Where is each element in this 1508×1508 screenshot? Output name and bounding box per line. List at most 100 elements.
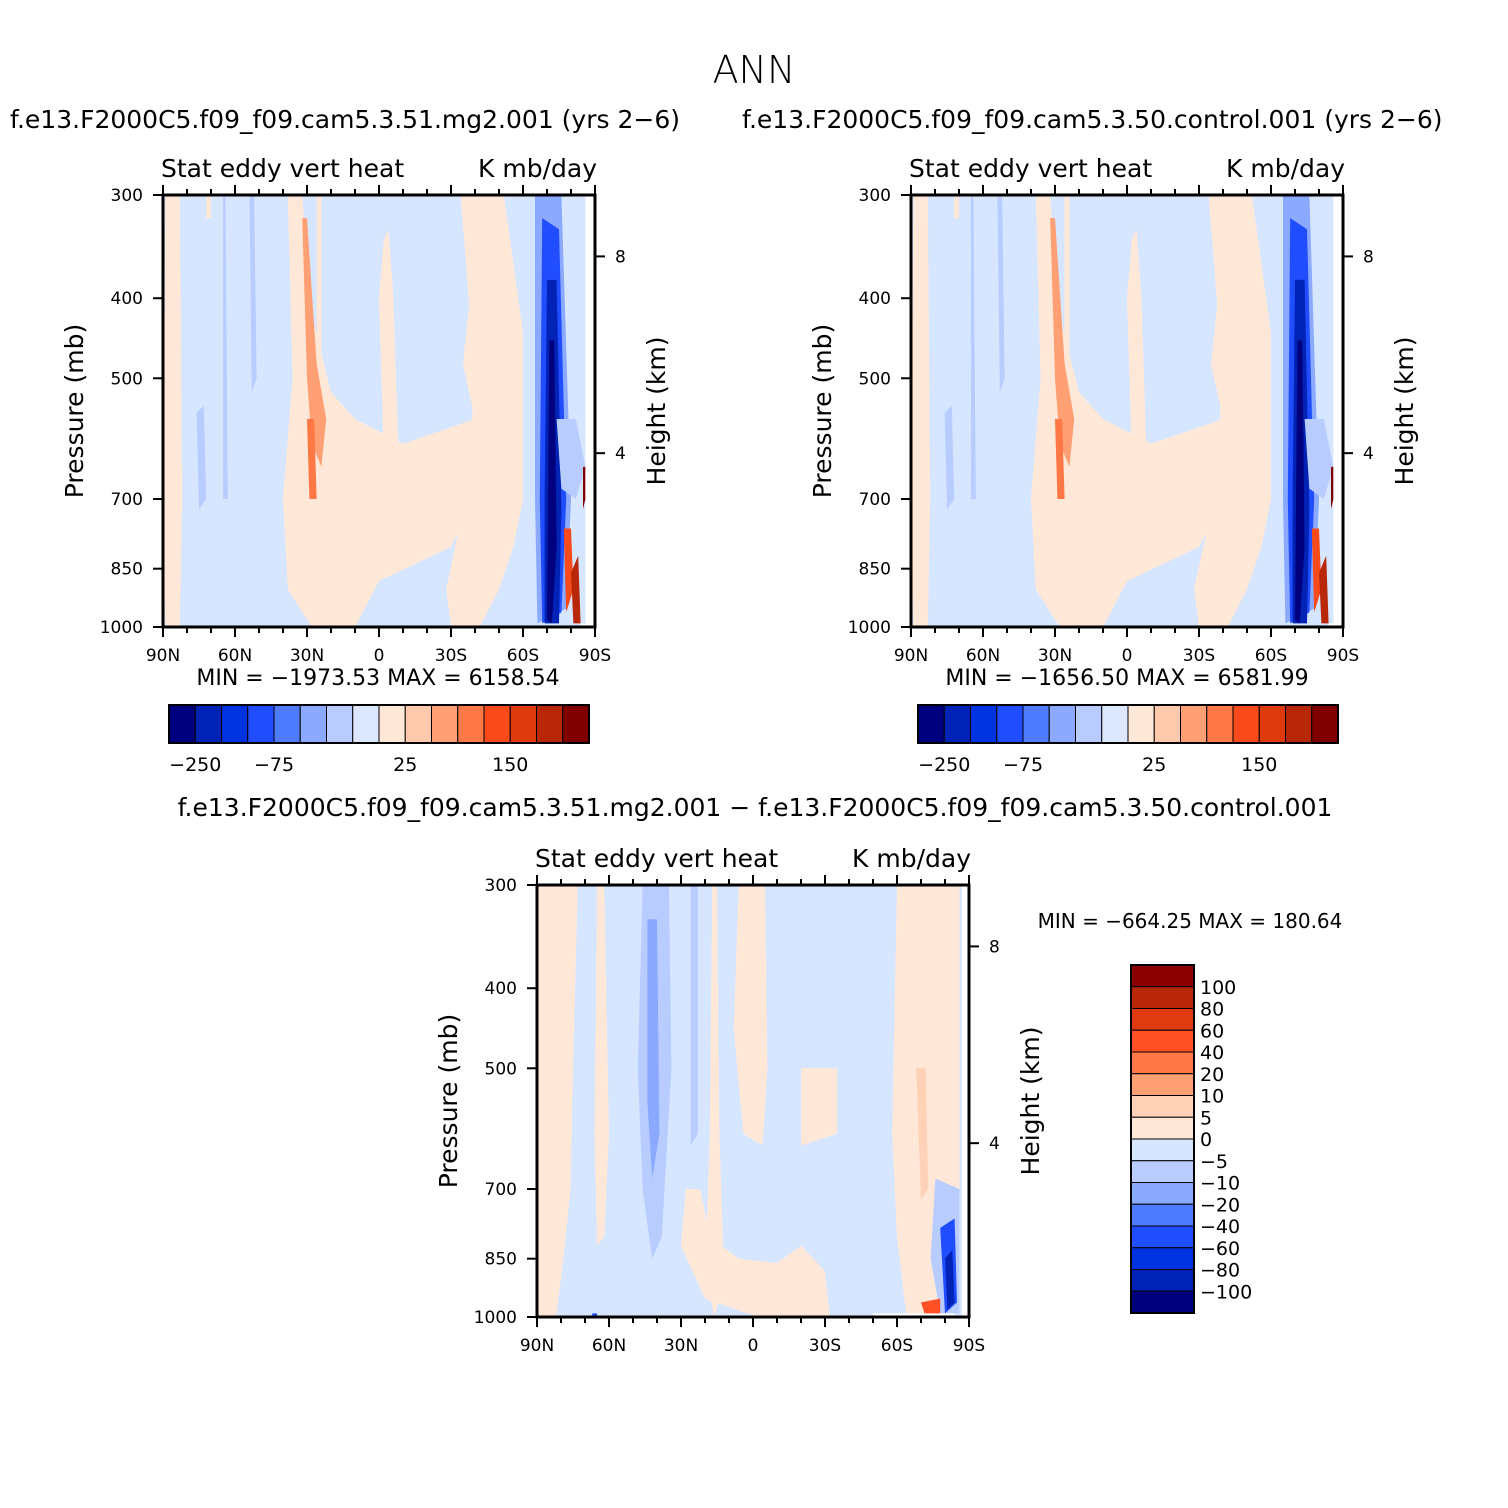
colorbar-swatch <box>431 704 459 744</box>
colorbar-swatch <box>1130 986 1195 1009</box>
colorbar-tick-label: 60 <box>1200 1020 1224 1042</box>
y-tick-label: 400 <box>485 979 517 999</box>
contour-neg <box>997 195 1005 393</box>
page-title: ANN <box>712 48 796 92</box>
colorbar-tick-label: −5 <box>1200 1151 1228 1173</box>
y-axis-label-right: Height (km) <box>1390 337 1419 486</box>
y-tick-label: 500 <box>111 369 143 389</box>
x-tick-label: 0 <box>374 646 385 666</box>
contour-pos <box>283 195 499 627</box>
colorbar-tick-label: 10 <box>1200 1086 1224 1108</box>
colorbar-tick-label: −60 <box>1200 1238 1240 1260</box>
colorbar-swatch <box>168 704 196 744</box>
chart-panel-mg2: f.e13.F2000C5.f09_f09.cam5.3.51.mg2.001 … <box>10 105 680 776</box>
y-tick-label: 500 <box>485 1059 517 1079</box>
colorbar-swatch <box>457 704 485 744</box>
y-tick-label: 850 <box>485 1250 517 1270</box>
contour-strong-neg <box>547 340 557 624</box>
right-tick-label: 8 <box>989 937 1000 957</box>
colorbar-swatch <box>1127 704 1155 744</box>
y-tick-label: 300 <box>111 186 143 206</box>
colorbar-swatch <box>509 704 537 744</box>
colorbar-swatch <box>1130 1182 1195 1205</box>
y-axis-label: Pressure (mb) <box>60 324 89 498</box>
contour-strong-pos <box>571 555 581 624</box>
colorbar-tick-label: −40 <box>1200 1216 1240 1238</box>
colorbar-swatch <box>1285 704 1313 744</box>
colorbar-swatch <box>1130 1160 1195 1183</box>
x-tick-label: 60N <box>218 646 252 666</box>
colorbar-swatch <box>273 704 301 744</box>
colorbar-swatch <box>1130 1116 1195 1140</box>
contour-pos <box>1127 229 1147 456</box>
contour-strong-neg <box>945 1250 955 1310</box>
contour-strong-pos <box>307 418 317 500</box>
y-tick-label: 700 <box>485 1180 517 1200</box>
chart-variable-label: Stat eddy vert heat <box>535 844 778 873</box>
y-axis-label: Pressure (mb) <box>808 324 837 498</box>
colorbar-tick-label: −75 <box>254 754 294 776</box>
colorbar-swatch <box>943 704 971 744</box>
colorbar-frame <box>168 704 590 744</box>
contour-neg <box>196 405 207 510</box>
x-tick-label: 60S <box>1255 646 1287 666</box>
colorbar-tick-label: −10 <box>1200 1173 1240 1195</box>
colorbar-swatch <box>1048 704 1076 744</box>
field-layer <box>163 195 595 627</box>
colorbar-swatch <box>247 704 275 744</box>
y-tick-label: 300 <box>859 186 891 206</box>
colorbar-swatch <box>1130 1073 1195 1096</box>
contour-pos <box>705 885 725 1317</box>
colorbar-swatch <box>1101 704 1129 744</box>
chart-panel-control: f.e13.F2000C5.f09_f09.cam5.3.50.control.… <box>742 105 1443 776</box>
colorbar-tick-label: 0 <box>1200 1129 1212 1151</box>
colorbar-tick-label: −80 <box>1200 1260 1240 1282</box>
contour-neg <box>690 885 698 1146</box>
contour-pos <box>594 885 609 1246</box>
chart-variable-label: Stat eddy vert heat <box>909 154 1152 183</box>
x-tick-label: 30N <box>664 1336 698 1356</box>
colorbar-swatch <box>221 704 249 744</box>
contour-pos <box>954 195 959 219</box>
colorbar-swatch <box>1130 1095 1195 1118</box>
min-max-label: MIN = −1656.50 MAX = 6581.99 <box>945 666 1308 691</box>
colorbar-tick-label: 80 <box>1200 999 1224 1021</box>
contour-pos <box>801 1068 837 1146</box>
colorbar-tick-label: 20 <box>1200 1064 1224 1086</box>
colorbar-swatch <box>1130 1008 1195 1031</box>
colorbar-swatch <box>1130 1269 1195 1292</box>
colorbar-tick-label: −100 <box>1200 1281 1252 1303</box>
missing-data <box>1328 623 1343 627</box>
contour-pos <box>911 195 931 627</box>
chart-case-title: f.e13.F2000C5.f09_f09.cam5.3.50.control.… <box>742 105 1443 134</box>
y-tick-label: 700 <box>111 490 143 510</box>
y-tick-label: 850 <box>859 560 891 580</box>
colorbar-tick-label: 150 <box>1241 754 1277 776</box>
contour-strong-pos <box>921 1298 941 1317</box>
right-tick-label: 4 <box>615 444 626 464</box>
contour-strong-neg <box>1295 340 1305 624</box>
colorbar-tick-label: 25 <box>1142 754 1166 776</box>
contour-pos <box>163 195 183 627</box>
colorbar-swatch <box>1130 1138 1195 1162</box>
colorbar-swatch <box>1206 704 1234 744</box>
x-tick-label: 0 <box>1122 646 1133 666</box>
y-tick-label: 400 <box>859 289 891 309</box>
chart-units-label: K mb/day <box>852 844 971 873</box>
colorbar-swatch <box>352 704 380 744</box>
colorbar-swatch <box>1130 1247 1195 1270</box>
y-tick-label: 850 <box>111 560 143 580</box>
contour-pos <box>681 1189 830 1317</box>
colorbar-swatch <box>1130 964 1195 988</box>
right-tick-label: 8 <box>615 247 626 267</box>
contour-strong-pos <box>302 218 327 467</box>
x-tick-label: 90N <box>520 1336 554 1356</box>
colorbar-swatch <box>1130 1051 1195 1075</box>
colorbar-swatch <box>326 704 354 744</box>
min-max-label: MIN = −664.25 MAX = 180.64 <box>1038 909 1343 933</box>
colorbar-swatch <box>299 704 327 744</box>
field-layer <box>911 195 1343 627</box>
missing-data <box>585 195 595 627</box>
contour-pos <box>916 1068 929 1200</box>
y-tick-label: 1000 <box>848 618 891 638</box>
